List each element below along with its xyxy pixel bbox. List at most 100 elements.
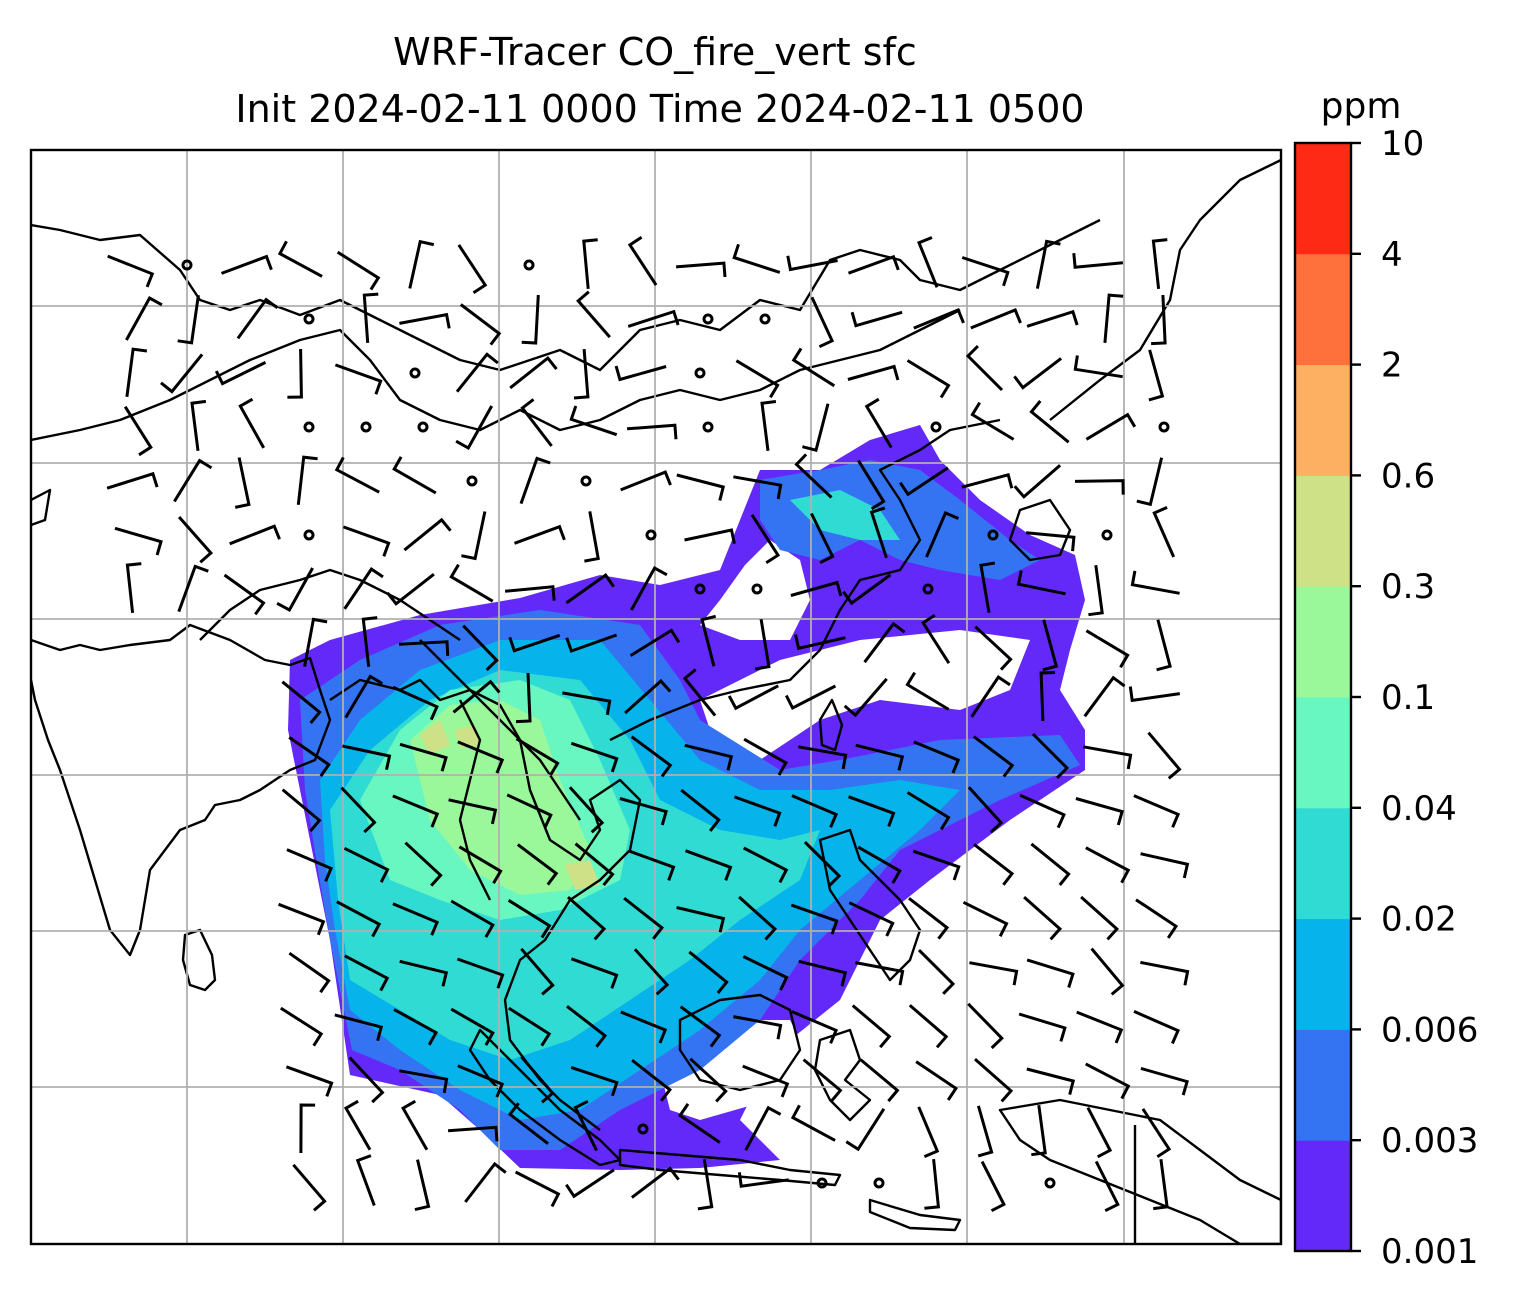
wind-barb: [678, 1103, 721, 1144]
wind-barb: [974, 1057, 1014, 1103]
wind-barb: [794, 634, 846, 651]
wind-barb: [565, 633, 618, 653]
wind-barb: [521, 294, 540, 345]
wind-barb: [915, 1060, 958, 1101]
wind-barb-calm: [417, 421, 429, 433]
wind-barb-calm: [303, 529, 315, 541]
wind-barb: [791, 1010, 839, 1044]
wind-barb: [1128, 686, 1181, 703]
wind-barb: [296, 455, 318, 505]
wind-barb: [344, 674, 384, 719]
wind-barb: [1072, 253, 1124, 269]
wind-barb: [457, 740, 505, 774]
wind-barb: [913, 307, 965, 330]
coastline-mainland-sea: [329, 678, 642, 1131]
wind-barb: [508, 633, 561, 653]
wind-barb: [573, 348, 590, 400]
coastline-borneo: [678, 993, 802, 1092]
wind-barb: [924, 1158, 941, 1210]
wind-barb: [1156, 619, 1172, 672]
wind-barb: [738, 895, 778, 941]
wind-barb: [1026, 958, 1075, 988]
wind-barb: [404, 841, 443, 887]
wind-barb: [679, 1005, 722, 1048]
wind-barb: [733, 475, 783, 500]
wind-barb: [913, 740, 961, 774]
wind-barb: [1042, 619, 1059, 672]
wind-barb: [287, 348, 303, 399]
wind-barb: [570, 741, 619, 773]
wind-barb: [509, 355, 558, 390]
wind-barb-calm: [181, 259, 193, 271]
border-central: [199, 568, 461, 641]
wind-barb: [1086, 1107, 1113, 1159]
wind-barb: [1039, 671, 1056, 722]
wind-barb: [456, 957, 505, 989]
colorbar-band: [1295, 143, 1351, 255]
wind-barb: [106, 471, 159, 490]
wind-barb: [925, 511, 959, 558]
colorbar-band: [1295, 918, 1351, 1030]
wind-barb: [340, 786, 377, 834]
wind-barb: [917, 949, 956, 995]
wind-barb: [1147, 731, 1182, 780]
wind-barb: [1151, 294, 1167, 346]
wind-barb: [906, 359, 951, 399]
wind-barb: [569, 405, 618, 437]
wind-barb: [973, 843, 1015, 886]
wind-barb: [336, 250, 381, 291]
wind-barb-calm: [694, 583, 706, 595]
tracer-field: [288, 425, 1085, 1170]
colorbar-band: [1295, 807, 1351, 920]
wind-barb: [449, 563, 494, 603]
wind-barb: [1083, 675, 1126, 718]
wind-barb-calm: [580, 475, 592, 487]
wind-barb: [214, 361, 267, 386]
wind-barb: [1031, 732, 1070, 779]
wind-barb: [1030, 842, 1071, 886]
colorbar-band: [1295, 1029, 1351, 1141]
colorbar-tick-label: 0.001: [1381, 1232, 1478, 1272]
wind-barb: [869, 506, 888, 559]
wind-barb: [732, 243, 781, 274]
colorbar-band: [1295, 697, 1351, 809]
wind-barb: [450, 899, 495, 938]
wind-barb: [223, 573, 266, 616]
wind-barb: [464, 1161, 507, 1203]
wind-barb-calm: [645, 529, 657, 541]
wind-barb: [1153, 1159, 1169, 1211]
wind-barb: [784, 684, 837, 711]
wind-barb: [392, 794, 440, 828]
wind-barb: [403, 517, 452, 552]
wind-barb: [399, 959, 449, 987]
wind-barb: [620, 470, 672, 492]
wind-barb: [1026, 309, 1079, 328]
wind-barb: [516, 843, 559, 886]
wind-barb: [791, 794, 839, 828]
chart-title-line2: Init 2024-02-11 0000 Time 2024-02-11 050…: [235, 87, 1084, 131]
wind-barb: [980, 1160, 1006, 1213]
wind-barb: [969, 961, 1019, 986]
wind-barb: [399, 312, 451, 329]
wind-barb: [684, 528, 736, 545]
wind-barb: [519, 456, 551, 505]
wind-barb: [624, 678, 672, 715]
wind-barb: [921, 613, 951, 665]
wind-barb: [1085, 1062, 1131, 1100]
colorbar-tick-label: 0.3: [1381, 567, 1435, 607]
colorbar-band: [1295, 1140, 1351, 1252]
wind-barb: [791, 347, 836, 388]
wind-barb: [334, 363, 383, 395]
wind-barb: [684, 849, 733, 881]
wind-barb: [1026, 1067, 1076, 1095]
wind-barb-calm: [360, 421, 372, 433]
wind-barb: [737, 1172, 789, 1188]
wind-barb: [567, 895, 607, 941]
wind-barb: [520, 398, 553, 447]
wind-barb: [1080, 895, 1120, 941]
wind-barb: [979, 561, 996, 613]
wind-barb: [342, 525, 391, 557]
wind-barb: [905, 671, 950, 711]
wind-barb: [281, 680, 322, 724]
wind-barb: [355, 1154, 376, 1207]
